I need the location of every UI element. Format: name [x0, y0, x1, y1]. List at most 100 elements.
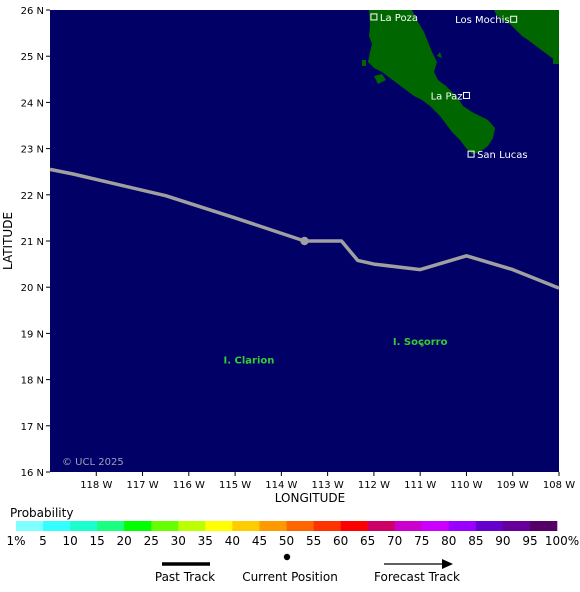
baja-island-3 — [362, 60, 366, 66]
past-track-label: Past Track — [155, 570, 215, 584]
forecast-track-arrowhead-icon — [442, 559, 453, 569]
place-marker — [370, 13, 378, 21]
legend-swatch — [475, 521, 504, 531]
legend-label: 85 — [468, 534, 483, 548]
legend-label: 100% — [545, 534, 579, 548]
legend-label: 55 — [306, 534, 321, 548]
legend-swatch — [97, 521, 125, 531]
legend-label: 50 — [279, 534, 294, 548]
legend-swatch — [367, 521, 395, 531]
legend-swatch — [124, 521, 152, 531]
places-layer: La Poza Los Mochis La Paz San Lucas — [370, 13, 528, 161]
legend-label: 10 — [62, 534, 77, 548]
mainland-mexico-land — [494, 10, 559, 62]
lat-tick-label: 21 N — [21, 237, 44, 248]
mainland-coast-island — [553, 56, 559, 64]
legend-label: 40 — [225, 534, 240, 548]
clarion-island — [246, 362, 248, 364]
map-area: La Poza Los Mochis La Paz San Lucas I. Clar… — [49, 10, 560, 472]
legend-swatch — [394, 521, 423, 531]
legend-label: 95 — [522, 534, 537, 548]
legend-swatch — [448, 521, 477, 531]
baja-california-land — [368, 10, 495, 154]
legend-label: 20 — [117, 534, 132, 548]
legend-swatch — [421, 521, 450, 531]
socorro-island — [420, 342, 424, 347]
legend-label: 5 — [39, 534, 47, 548]
legend-label: 80 — [441, 534, 456, 548]
x-axis-title: LONGITUDE — [275, 491, 345, 505]
lat-tick-label: 23 N — [21, 145, 44, 156]
legend-label: 65 — [360, 534, 375, 548]
place-label: La Poza — [380, 13, 418, 24]
y-axis-title: LATITUDE — [1, 212, 15, 270]
legend-swatch — [502, 521, 531, 531]
legend-swatch — [178, 521, 206, 531]
lon-tick-label: 116 W — [173, 480, 205, 491]
legend-label: 45 — [252, 534, 267, 548]
lat-tick-label: 26 N — [21, 6, 44, 17]
lon-tick-label: 114 W — [265, 480, 297, 491]
legend-swatch — [286, 521, 314, 531]
current-position-label: Current Position — [242, 570, 338, 584]
legend-label: 60 — [333, 534, 348, 548]
lon-tick-label: 110 W — [450, 480, 482, 491]
lon-tick-label: 112 W — [358, 480, 390, 491]
island-label: I. Socorro — [393, 337, 448, 348]
place-label: La Paz — [431, 91, 463, 102]
legend-swatch — [205, 521, 233, 531]
current-position-dot-icon — [283, 553, 291, 561]
legend-label: 25 — [144, 534, 159, 548]
legend-label: 15 — [90, 534, 105, 548]
legend-labels: 1% 5 10 15 20 25 30 35 40 45 50 55 60 65 70 75 80 85 90 95 1… — [6, 534, 579, 548]
place-marker — [510, 15, 518, 23]
lon-tick-label: 109 W — [497, 480, 529, 491]
legend-label: 35 — [198, 534, 213, 548]
islands-layer: I. Clarion I. Socorro — [224, 337, 448, 366]
baja-island-2 — [437, 52, 442, 58]
legend-label: 30 — [171, 534, 186, 548]
place-label: San Lucas — [477, 150, 528, 161]
baja-island-1 — [374, 74, 386, 84]
copyright-text: © UCL 2025 — [62, 457, 124, 468]
lat-tick-label: 22 N — [21, 191, 44, 202]
lon-tick-label: 117 W — [126, 480, 158, 491]
legend-swatch — [70, 521, 98, 531]
lat-tick-label: 25 N — [21, 52, 44, 63]
lon-tick-label: 108 W — [543, 480, 575, 491]
island-label: I. Clarion — [224, 355, 275, 366]
legend-label: 90 — [495, 534, 510, 548]
lat-tick-label: 17 N — [21, 422, 44, 433]
storm-track-line — [49, 167, 560, 290]
current-position-marker — [300, 236, 309, 246]
place-marker — [462, 91, 470, 99]
lat-tick-label: 16 N — [21, 468, 44, 479]
lon-tick-label: 111 W — [404, 480, 436, 491]
legend-label: 70 — [387, 534, 402, 548]
lon-tick-label: 113 W — [312, 480, 344, 491]
lat-tick-label: 20 N — [21, 283, 44, 294]
legend-swatch — [16, 521, 44, 531]
legend-swatch — [340, 521, 368, 531]
lon-tick-label: 115 W — [219, 480, 251, 491]
place-label: Los Mochis — [455, 15, 509, 26]
legend-swatch — [151, 521, 179, 531]
legend-swatch — [529, 521, 558, 531]
axis-layer: 26 N 25 N 24 N 23 N 22 N 21 N 20 N 19 N 18 N 17 N… — [21, 6, 576, 491]
legend-label: 75 — [414, 534, 429, 548]
legend-title: Probability — [10, 506, 73, 520]
legend-swatches — [16, 521, 558, 531]
probability-legend: Probability 1% 5 10 15 20 25 30 35 40 45 50 55 60 65 7… — [6, 506, 579, 584]
lat-tick-label: 18 N — [21, 376, 44, 387]
lat-tick-label: 24 N — [21, 98, 44, 109]
legend-swatch — [43, 521, 71, 531]
legend-swatch — [313, 521, 341, 531]
lon-tick-label: 118 W — [80, 480, 112, 491]
legend-label: 1% — [6, 534, 25, 548]
place-marker — [467, 150, 475, 158]
legend-swatch — [259, 521, 287, 531]
lat-tick-label: 19 N — [21, 329, 44, 340]
legend-swatch — [232, 521, 260, 531]
forecast-track-label: Forecast Track — [374, 570, 460, 584]
